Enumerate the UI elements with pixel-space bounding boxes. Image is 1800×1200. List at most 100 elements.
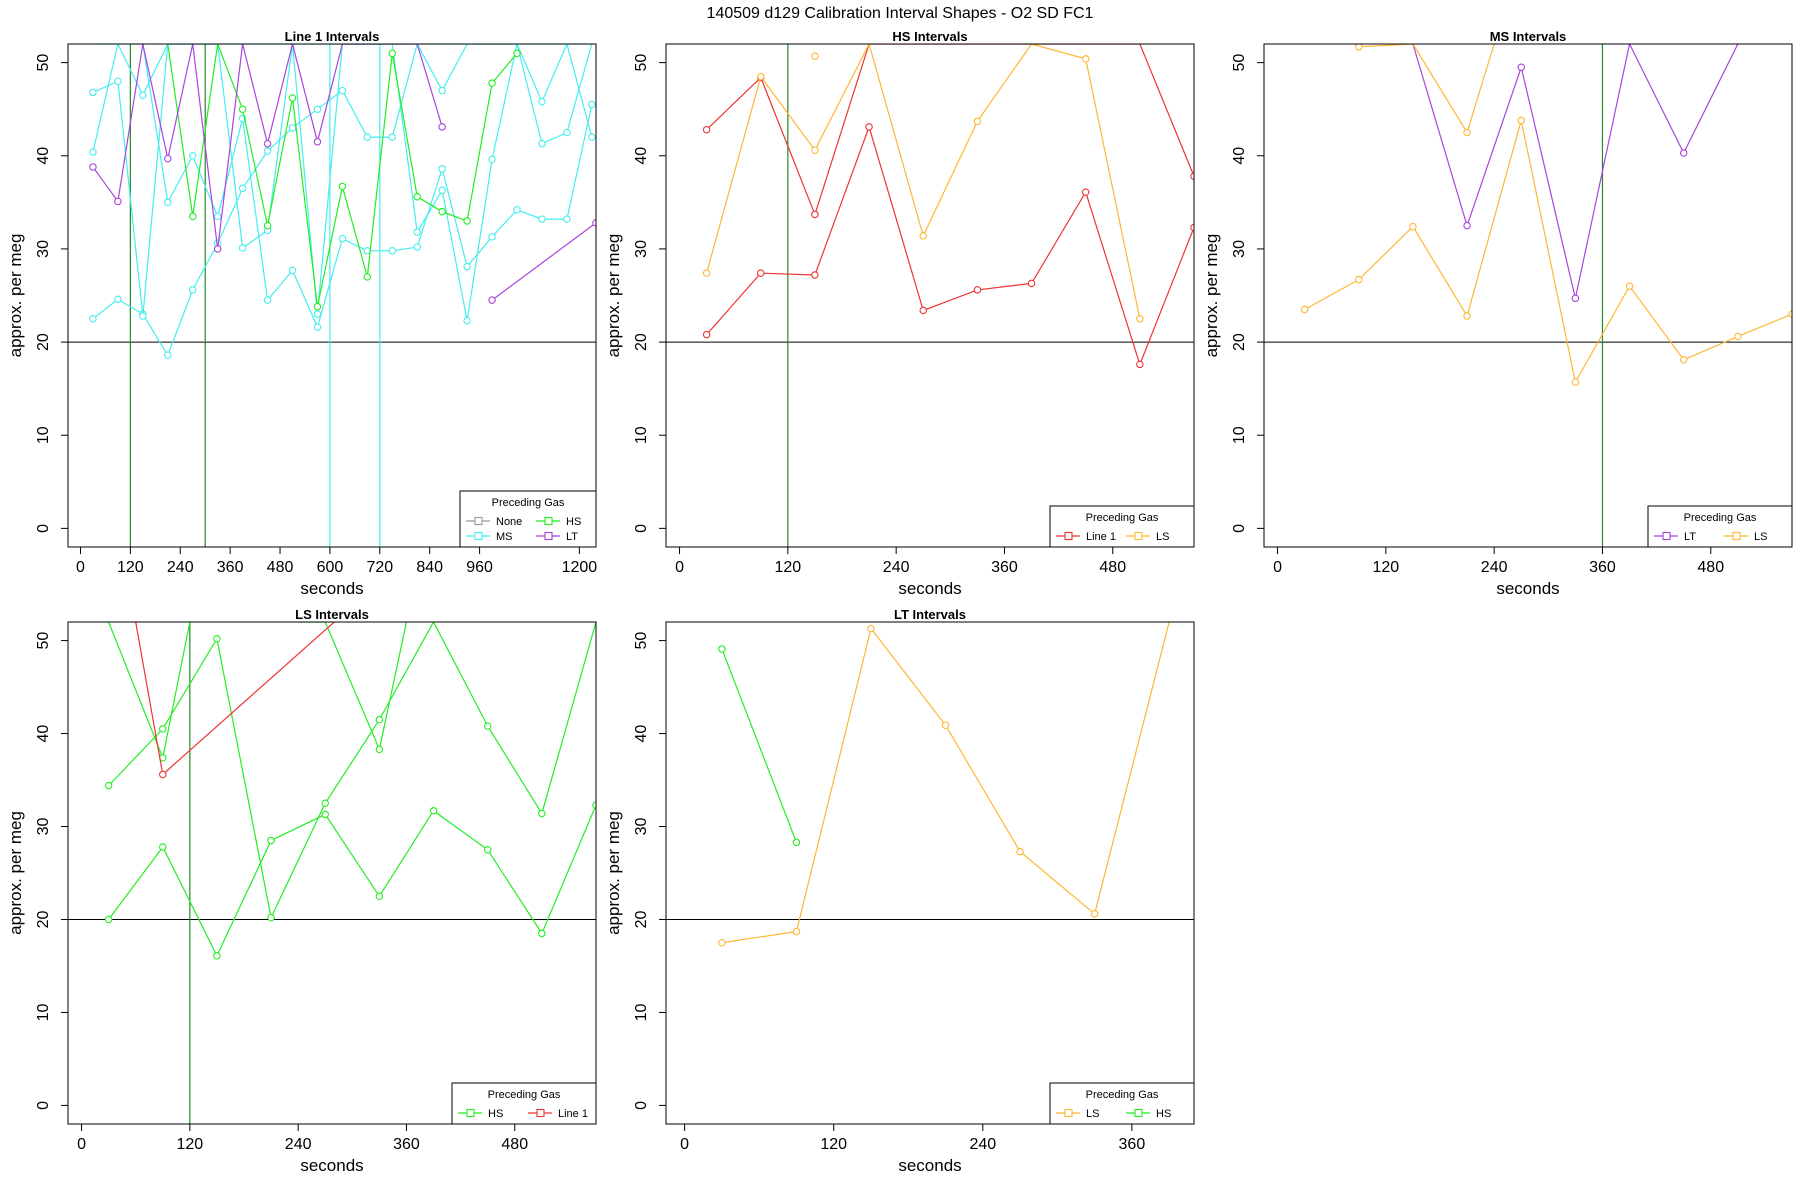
x-tick-label: 0 (76, 559, 85, 576)
data-point (159, 843, 167, 851)
legend-box (1647, 505, 1793, 548)
panel-title: MS Intervals (1490, 29, 1567, 44)
series-lt (1412, 44, 1739, 303)
legend-swatch-marker (1064, 531, 1073, 541)
data-point (188, 152, 197, 160)
data-point (1788, 310, 1792, 318)
data-point (338, 234, 347, 243)
x-tick-label: 480 (1099, 559, 1126, 576)
data-point (1190, 223, 1194, 232)
series-ls (702, 44, 1144, 323)
y-tick-label: 50 (35, 54, 52, 72)
data-point (321, 810, 329, 819)
data-point (1081, 188, 1090, 196)
legend-swatch-marker (544, 531, 553, 541)
data-point (1625, 282, 1634, 290)
series-ms (89, 44, 593, 325)
series-line (1304, 120, 1792, 384)
legend-swatch-marker (474, 516, 483, 526)
y-tick-label: 40 (35, 147, 52, 165)
legend-entry-line-1: Line 1 (528, 1108, 588, 1120)
x-tick-label: 0 (680, 1136, 689, 1153)
data-point (702, 269, 711, 277)
x-tick-label: 960 (466, 559, 493, 576)
series-ls (811, 52, 819, 60)
data-point (213, 951, 221, 960)
series-line (721, 648, 798, 843)
y-tick-label: 40 (633, 147, 650, 165)
legend-label: Line 1 (1086, 531, 1116, 543)
legend-label: HS (488, 1108, 503, 1120)
x-tick-label: 480 (267, 559, 294, 576)
legend: Preceding Gas HS Line 1 (451, 1082, 597, 1125)
data-point (238, 244, 247, 252)
series-line (108, 622, 191, 760)
data-point (1463, 312, 1471, 320)
legend-entry-ls: LS (1724, 531, 1767, 543)
panel-title: LT Intervals (894, 607, 966, 622)
data-point (375, 745, 384, 754)
legend-label: LT (1684, 531, 1696, 543)
legend-swatch-marker (474, 531, 483, 541)
plot-area (68, 44, 596, 547)
panel-title: Line 1 Intervals (285, 29, 380, 44)
data-point (89, 148, 97, 156)
series-hs (104, 622, 596, 922)
data-point (313, 105, 322, 113)
data-point (1355, 275, 1363, 284)
x-tick-label: 120 (820, 1136, 847, 1153)
legend-swatch-marker (544, 516, 553, 526)
data-point (267, 836, 275, 845)
legend-box (459, 490, 597, 548)
series-hs (167, 44, 521, 311)
data-point (313, 138, 322, 146)
plot-frame (1263, 43, 1793, 548)
data-point (313, 310, 322, 318)
plot-frame (67, 43, 597, 548)
series-ms (89, 44, 596, 331)
x-tick-label: 360 (1589, 559, 1616, 576)
y-tick-label: 50 (633, 54, 650, 72)
data-point (164, 351, 172, 359)
data-point (263, 221, 272, 230)
series-line (721, 622, 1170, 944)
data-point (438, 165, 446, 173)
x-tick-label: 360 (217, 559, 244, 576)
data-point (513, 49, 521, 58)
x-tick-label: 120 (117, 559, 144, 576)
chart-panel-4: LS Intervals seconds approx. per meg 0 120 24… (6, 607, 597, 1175)
data-point (973, 286, 982, 294)
data-point (483, 846, 492, 854)
x-axis-label: seconds (1496, 579, 1559, 598)
x-tick-label: 120 (774, 559, 801, 576)
legend-label: LS (1086, 1108, 1099, 1120)
x-tick-label: 240 (167, 559, 194, 576)
data-point (463, 316, 471, 325)
data-point (483, 722, 492, 730)
data-point (865, 123, 873, 131)
data-point (702, 125, 711, 134)
plot-area (68, 622, 596, 1124)
x-tick-label: 240 (883, 559, 910, 576)
data-point (1517, 63, 1525, 72)
y-tick-label: 30 (35, 818, 52, 836)
data-point (1355, 44, 1363, 51)
legend-swatch-marker (536, 1108, 545, 1118)
legend-label: HS (566, 516, 581, 528)
data-point (267, 913, 275, 922)
chart-panels: Line 1 Intervals seconds approx. per meg 0 1… (6, 29, 1793, 1175)
data-point (538, 98, 546, 106)
data-point (488, 233, 496, 241)
data-point (288, 266, 297, 275)
x-tick-label: 480 (1697, 559, 1724, 576)
y-tick-label: 20 (633, 910, 650, 928)
y-tick-label: 30 (35, 240, 52, 258)
data-point (488, 296, 496, 304)
data-point (313, 323, 322, 331)
y-axis-label: approx. per meg (6, 234, 25, 358)
y-tick-label: 20 (1231, 333, 1248, 351)
data-point (288, 124, 297, 132)
legend-swatch-marker (466, 1108, 475, 1118)
series-hs (718, 645, 801, 847)
data-point (1571, 294, 1580, 303)
